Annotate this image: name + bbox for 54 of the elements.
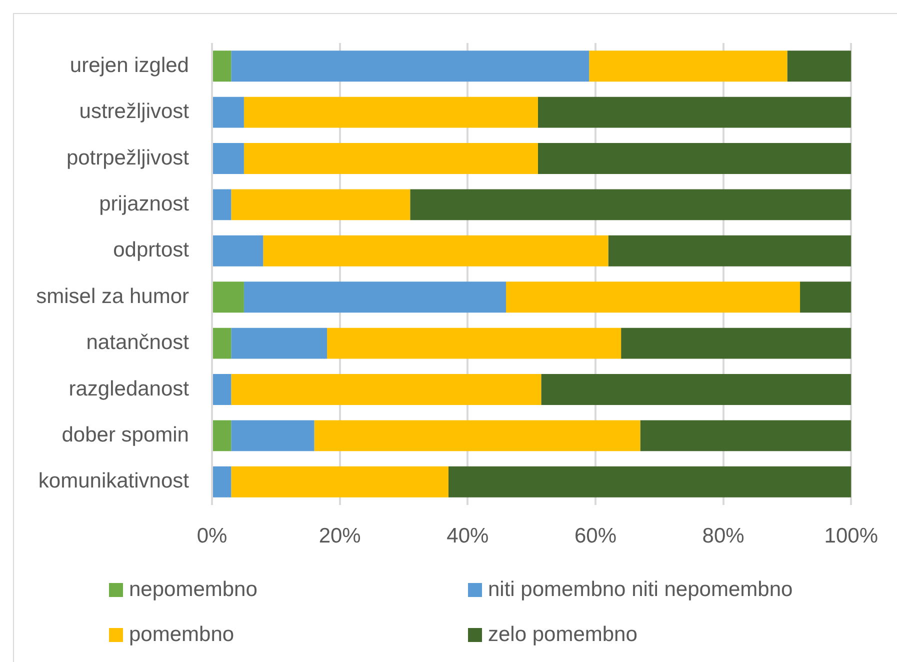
bar bbox=[589, 50, 788, 82]
bar bbox=[213, 96, 244, 128]
bar bbox=[448, 466, 852, 498]
bar bbox=[231, 50, 590, 82]
bar bbox=[640, 420, 852, 452]
bar bbox=[787, 50, 852, 82]
y-tick-label: ustrežljivost bbox=[79, 100, 190, 124]
bar bbox=[213, 50, 232, 82]
bar bbox=[244, 282, 506, 313]
x-tick-label: 60% bbox=[574, 524, 617, 548]
bar bbox=[231, 189, 410, 220]
y-tick-label: potrpežljivost bbox=[66, 146, 190, 170]
y-tick-label: urejen izgled bbox=[70, 54, 189, 77]
bar bbox=[244, 143, 538, 174]
bar bbox=[213, 282, 244, 313]
x-tick-label: 0% bbox=[196, 524, 228, 548]
y-tick-label: odprtost bbox=[113, 238, 190, 262]
bar bbox=[244, 96, 538, 128]
y-tick-label: razgledanost bbox=[68, 377, 190, 400]
bar bbox=[621, 328, 852, 359]
bar bbox=[538, 143, 852, 174]
bar bbox=[538, 96, 852, 128]
bar bbox=[213, 235, 264, 266]
x-tick-label: 40% bbox=[446, 524, 489, 548]
bar bbox=[327, 328, 622, 359]
bar bbox=[213, 374, 232, 405]
bar bbox=[231, 328, 328, 359]
y-tick-label: smisel za humor bbox=[36, 284, 189, 308]
bar bbox=[213, 466, 232, 498]
bar bbox=[800, 282, 852, 313]
y-tick-label: prijaznost bbox=[99, 192, 190, 216]
legend-label: nepomembno bbox=[129, 577, 258, 602]
bar bbox=[410, 189, 852, 220]
y-tick-label: komunikativnost bbox=[38, 470, 190, 493]
legend-label: zelo pomembno bbox=[488, 622, 638, 647]
legend-label: niti pomembno niti nepomembno bbox=[488, 577, 793, 602]
bar bbox=[506, 282, 800, 313]
bar bbox=[213, 143, 244, 174]
bar bbox=[231, 374, 542, 405]
bar bbox=[231, 466, 448, 498]
bar bbox=[608, 235, 852, 266]
x-tick-label: 100% bbox=[824, 524, 878, 548]
bar bbox=[213, 420, 232, 452]
bar bbox=[231, 420, 314, 452]
bar bbox=[541, 374, 852, 405]
x-tick-label: 80% bbox=[702, 524, 744, 548]
y-tick-label: dober spomin bbox=[62, 423, 189, 446]
bar bbox=[263, 235, 608, 266]
bar bbox=[213, 189, 232, 220]
bar bbox=[213, 328, 232, 359]
y-tick-label: natančnost bbox=[86, 331, 190, 354]
legend-label: pomembno bbox=[129, 622, 234, 647]
x-tick-label: 20% bbox=[318, 524, 361, 548]
bar bbox=[314, 420, 640, 452]
